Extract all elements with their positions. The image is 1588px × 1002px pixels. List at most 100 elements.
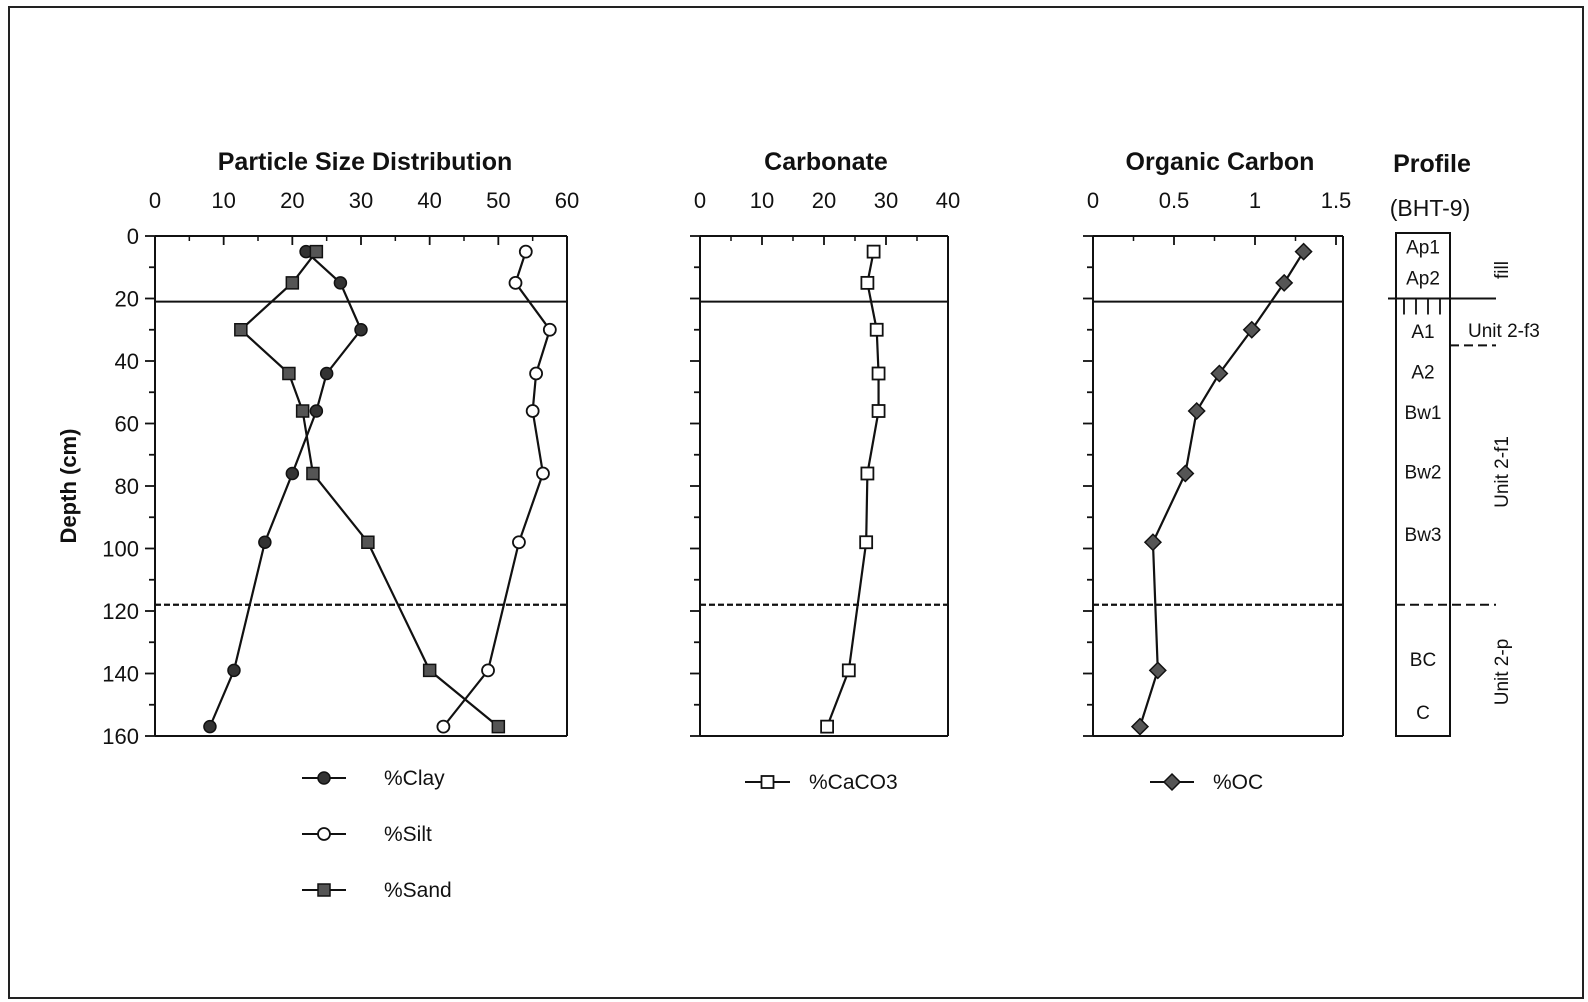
panel-1-x-tick-label: 20: [812, 188, 836, 213]
data-point-pct-silt: [518, 244, 533, 259]
panel-2-x-tick-label: 1.5: [1321, 188, 1352, 213]
series-layer: [203, 242, 1313, 736]
data-point-pct-oc: [1143, 533, 1163, 552]
data-point-pct-caco3: [841, 663, 856, 678]
series-line-pct-silt: [442, 251, 552, 728]
panel-0-x-tick-label: 40: [417, 188, 441, 213]
axes-layer: [145, 235, 1344, 737]
data-point-pct-caco3: [869, 322, 884, 337]
data-point-pct-sand: [422, 663, 437, 678]
legend-label: %Silt: [384, 823, 432, 846]
panel-0-x-tick-label: 60: [555, 188, 579, 213]
unit-label: Unit 2-f3: [1468, 321, 1540, 342]
data-point-pct-oc: [1242, 320, 1261, 339]
legend-marker: [317, 883, 331, 897]
legend-label: %CaCO3: [809, 771, 898, 794]
y-tick-label: 20: [115, 287, 139, 312]
data-point-pct-sand: [295, 404, 310, 418]
unit-label: Unit 2-f1: [1492, 436, 1513, 508]
data-point-pct-caco3: [871, 366, 886, 381]
panel-2-x-tick-label: 0.5: [1159, 188, 1190, 213]
y-tick-label: 40: [115, 349, 139, 374]
horizon-label: Bw2: [1405, 462, 1442, 483]
profile-layer: Profile (BHT-9) Ap1 Ap2 A1 A2 Bw1 Bw2 Bw3 BC Cfill…: [1388, 150, 1540, 737]
profile-subtitle: (BHT-9): [1390, 195, 1471, 221]
data-point-pct-sand: [361, 535, 375, 549]
data-point-pct-oc: [1176, 464, 1195, 483]
data-point-pct-clay: [203, 719, 217, 734]
data-point-pct-clay: [354, 323, 368, 337]
panel-0-x-tick-label: 20: [280, 188, 304, 213]
legend-marker: [317, 827, 331, 841]
data-point-pct-oc: [1275, 273, 1294, 292]
data-point-pct-clay: [333, 276, 348, 290]
data-point-pct-sand: [491, 719, 506, 734]
data-point-pct-oc: [1294, 242, 1313, 261]
horizon-label: BC: [1410, 650, 1436, 671]
y-tick-label: 160: [102, 724, 139, 749]
data-point-pct-caco3: [871, 404, 886, 418]
figure-frame: [8, 6, 1584, 999]
horizon-label: Ap2: [1406, 269, 1440, 290]
data-point-pct-oc: [1210, 364, 1229, 383]
panel-1-x-tick-label: 0: [694, 188, 706, 213]
data-point-pct-silt: [529, 366, 543, 381]
series-line-pct-oc: [1138, 251, 1305, 727]
panel-2-x-tick-label: 0: [1087, 188, 1099, 213]
legend-marker: [317, 771, 331, 785]
data-point-pct-silt: [436, 719, 451, 734]
data-point-pct-silt: [512, 535, 526, 550]
profile-column: [1395, 232, 1451, 737]
panel-0-title: Particle Size Distribution: [218, 148, 513, 176]
data-point-pct-caco3: [820, 719, 834, 734]
data-point-pct-silt: [481, 663, 495, 678]
profile-title: Profile: [1393, 150, 1471, 178]
data-point-pct-oc: [1187, 401, 1206, 421]
data-point-pct-caco3: [866, 244, 881, 259]
data-point-pct-caco3: [860, 466, 875, 481]
horizon-label: A1: [1411, 322, 1434, 343]
data-point-pct-silt: [542, 322, 557, 337]
panel-1-x-tick-label: 10: [750, 188, 774, 213]
panel-1-title: Carbonate: [764, 148, 888, 176]
reference-lines-layer: [155, 300, 1343, 606]
horizon-label: C: [1416, 703, 1430, 724]
data-point-pct-silt: [525, 404, 540, 418]
data-point-pct-sand: [309, 244, 324, 259]
data-point-pct-clay: [258, 535, 272, 549]
data-point-pct-clay: [285, 466, 300, 481]
legend-layer: %Clay %Silt %Sand %CaCO3 %OC: [302, 767, 1263, 902]
y-axis-label: Depth (cm): [56, 429, 81, 544]
panel-0-x-tick-label: 50: [486, 188, 510, 213]
series-line-pct-sand: [239, 250, 500, 728]
horizon-label: Bw3: [1405, 525, 1442, 546]
data-point-pct-caco3: [859, 535, 874, 550]
horizon-label: Ap1: [1406, 237, 1440, 258]
unit-label: Unit 2-p: [1492, 639, 1513, 706]
y-tick-label: 0: [127, 224, 139, 249]
data-point-pct-clay: [309, 404, 324, 418]
data-point-pct-sand: [282, 366, 296, 381]
horizon-label: A2: [1411, 362, 1434, 383]
y-tick-label: 100: [102, 537, 139, 562]
data-point-pct-silt: [508, 275, 523, 290]
horizon-label: Bw1: [1405, 403, 1442, 424]
legend-label: %Clay: [384, 767, 445, 790]
data-point-pct-sand: [234, 323, 248, 337]
legend-marker: [760, 775, 775, 789]
series-line-pct-clay: [208, 250, 363, 728]
y-tick-label: 120: [102, 599, 139, 624]
unit-label: fill: [1492, 261, 1513, 279]
data-point-pct-sand: [306, 466, 320, 481]
data-point-pct-oc: [1130, 717, 1150, 736]
panel-1-x-tick-label: 40: [936, 188, 960, 213]
data-point-pct-silt: [536, 466, 550, 481]
y-tick-label: 140: [102, 662, 139, 687]
panel-2-title: Organic Carbon: [1126, 148, 1315, 176]
legend-label: %OC: [1213, 771, 1263, 794]
data-point-pct-sand: [285, 276, 300, 290]
panel-2-x-tick-label: 1: [1249, 188, 1261, 213]
y-tick-label: 60: [115, 412, 139, 437]
panel-0-x-tick-label: 10: [211, 188, 235, 213]
